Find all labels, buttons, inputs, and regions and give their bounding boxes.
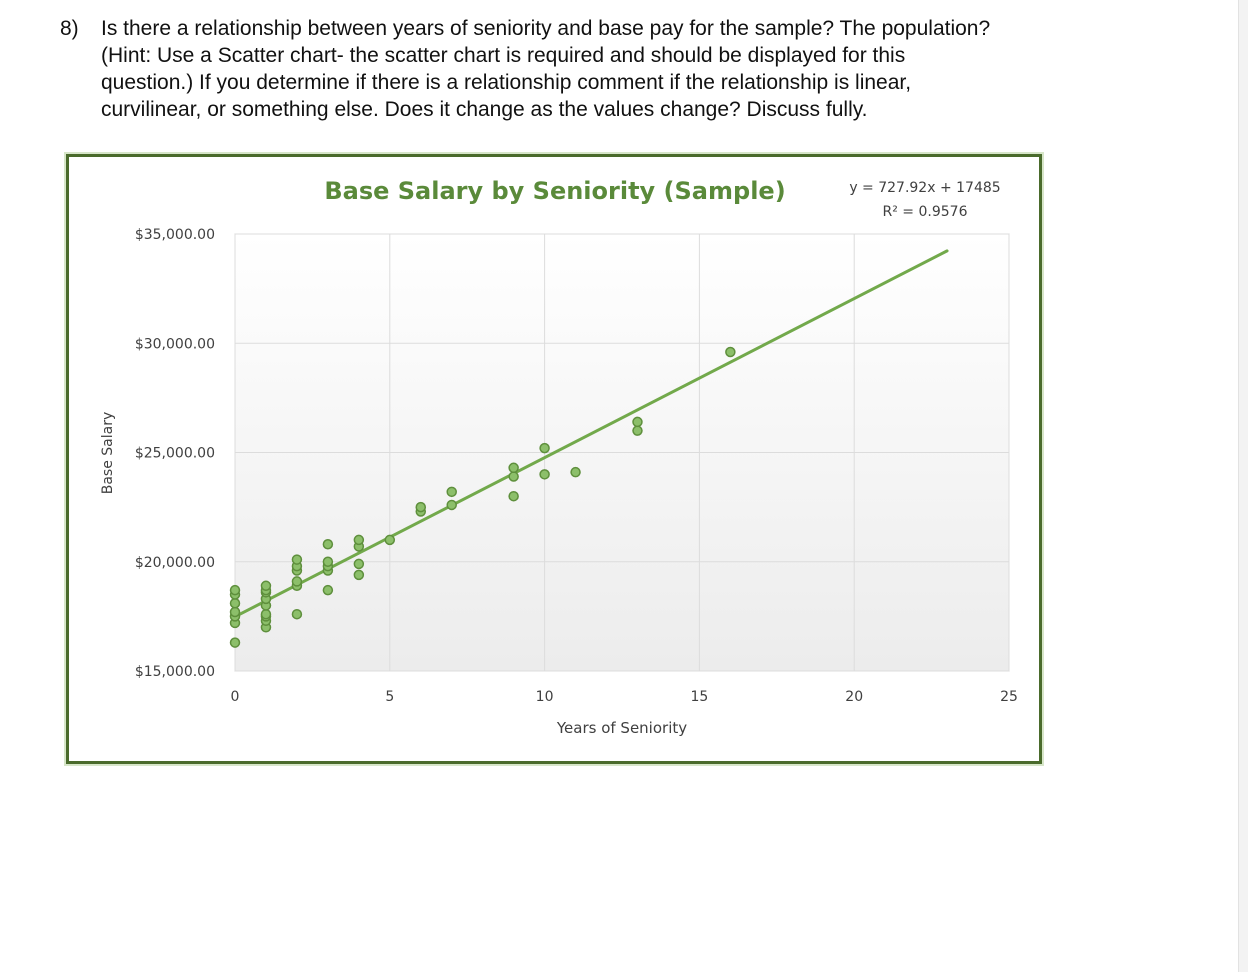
scatter-point (725, 346, 736, 358)
scatter-point (508, 462, 519, 474)
scatter-point (291, 554, 303, 565)
scatter-point (229, 584, 241, 596)
scatter-point (353, 558, 365, 570)
scatter-point (353, 534, 365, 546)
scatter-point (229, 606, 241, 618)
y-tick-label: $15,000.00 (135, 664, 215, 680)
question-line-4: curvilinear, or something else. Does it … (101, 98, 868, 121)
y-tick-label: $30,000.00 (135, 336, 215, 352)
y-tick-label: $25,000.00 (135, 446, 215, 462)
scatter-point (539, 469, 550, 480)
scatter-point (322, 584, 334, 596)
y-tick-label: $35,000.00 (135, 227, 215, 243)
scatter-point (508, 490, 519, 502)
question-number: 8) (60, 17, 79, 40)
scatter-point (322, 539, 334, 550)
x-tick-label: 5 (385, 689, 394, 705)
data-points (229, 346, 736, 648)
scatter-point (260, 608, 272, 620)
scatter-chart: 0 5 10 15 20 25 $15,000.00 $20,000.00 $25,000.00… (100, 177, 1018, 737)
x-tick-label: 0 (231, 689, 240, 705)
scatter-point (291, 608, 303, 620)
scatter-point (229, 598, 241, 609)
trendline-r-squared: R² = 0.9576 (883, 204, 968, 220)
scatter-chart-frame[interactable]: 0 5 10 15 20 25 $15,000.00 $20,000.00 $25,000.00… (66, 154, 1042, 764)
x-axis-title: Years of Seniority (556, 719, 687, 737)
window-scrollbar-edge (1238, 0, 1248, 972)
scatter-point (415, 501, 427, 513)
scatter-point (539, 442, 550, 454)
scatter-chart-area: 0 5 10 15 20 25 $15,000.00 $20,000.00 $25,000.00… (69, 157, 1039, 761)
y-axis-title: Base Salary (100, 412, 116, 495)
x-tick-label: 10 (536, 689, 554, 705)
question-line-2: (Hint: Use a Scatter chart- the scatter … (101, 44, 906, 67)
scatter-point (446, 499, 457, 511)
trendline-equation: y = 727.92x + 17485 (849, 180, 1000, 196)
x-tick-label: 25 (1000, 689, 1018, 705)
scatter-point (632, 425, 643, 436)
scatter-point (229, 637, 241, 648)
scatter-point (260, 580, 272, 592)
question-line-3: question.) If you determine if there is … (101, 71, 912, 94)
y-tick-label: $20,000.00 (135, 555, 215, 571)
scatter-point (632, 416, 643, 428)
question-line-1: Is there a relationship between years of… (101, 17, 991, 40)
chart-title: Base Salary by Seniority (Sample) (324, 177, 785, 205)
linear-trendline (233, 249, 949, 619)
scatter-point (322, 556, 334, 567)
scatter-point (508, 471, 519, 482)
scatter-point (446, 486, 457, 498)
tick-labels: 0 5 10 15 20 25 $15,000.00 $20,000.00 $25,000.00… (135, 227, 1018, 705)
scatter-point (291, 576, 303, 587)
x-tick-label: 20 (845, 689, 863, 705)
scatter-point (353, 569, 365, 581)
x-tick-label: 15 (690, 689, 708, 705)
scatter-point (570, 466, 581, 478)
scatter-point (384, 534, 396, 546)
trendline-group (233, 249, 949, 619)
